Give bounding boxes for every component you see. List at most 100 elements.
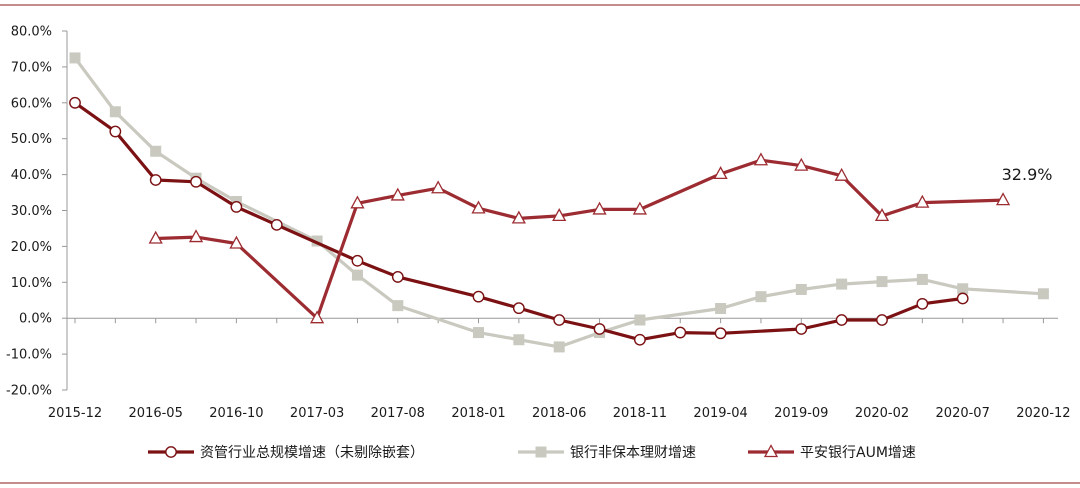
legend-item-2: 平安银行AUM增速 bbox=[748, 444, 916, 461]
data-point bbox=[471, 200, 486, 214]
data-point bbox=[149, 174, 162, 186]
data-point bbox=[916, 273, 928, 285]
x-tick-label: 2020-12 bbox=[1016, 406, 1070, 421]
legend-marker bbox=[165, 446, 177, 458]
data-point bbox=[553, 341, 565, 353]
legend-item-0: 资管行业总规模增速（未剔除嵌套） bbox=[148, 445, 424, 461]
data-point bbox=[956, 292, 969, 305]
axes: -20.0% -10.0% 0.0% 10.0% 20.0% 30.0% 40.0% 50.0… bbox=[6, 25, 1071, 422]
data-point bbox=[350, 195, 365, 209]
legend-marker bbox=[535, 446, 547, 458]
x-tick-label: 2018-11 bbox=[613, 406, 667, 421]
data-point bbox=[634, 333, 646, 346]
x-tick-label: 2016-05 bbox=[129, 406, 183, 421]
x-tick-label: 2020-02 bbox=[855, 406, 909, 421]
data-point bbox=[834, 167, 849, 181]
data-point bbox=[795, 283, 807, 295]
series-line bbox=[73, 56, 1045, 349]
y-tick-label: 20.0% bbox=[11, 240, 52, 255]
data-point bbox=[109, 125, 122, 138]
y-tick-label: 80.0% bbox=[11, 25, 52, 40]
data-point bbox=[794, 157, 809, 171]
data-point bbox=[150, 145, 162, 157]
data-point bbox=[311, 235, 323, 247]
x-tick-label: 2017-03 bbox=[290, 406, 344, 421]
x-tick-label: 2015-12 bbox=[48, 406, 102, 421]
data-point bbox=[795, 323, 808, 335]
y-tick-label: 70.0% bbox=[11, 60, 52, 75]
data-point bbox=[553, 314, 566, 326]
data-point bbox=[513, 334, 525, 346]
data-point bbox=[713, 166, 728, 180]
x-tick-label: 2019-09 bbox=[774, 406, 828, 421]
data-point bbox=[632, 201, 647, 215]
data-point bbox=[69, 52, 81, 64]
data-point bbox=[592, 201, 607, 215]
data-point bbox=[351, 269, 363, 281]
data-point bbox=[431, 180, 446, 194]
data-point bbox=[1037, 288, 1049, 300]
data-point bbox=[69, 96, 81, 109]
x-tick-label: 2018-06 bbox=[532, 406, 586, 421]
data-point bbox=[310, 310, 325, 324]
x-tick-label: 2016-10 bbox=[209, 406, 263, 421]
series-0 bbox=[69, 96, 969, 346]
data-point bbox=[188, 229, 204, 243]
y-tick-label: 60.0% bbox=[11, 96, 52, 111]
y-tick-label: 40.0% bbox=[11, 168, 52, 183]
data-point bbox=[593, 323, 606, 335]
data-point bbox=[957, 283, 969, 295]
data-point bbox=[190, 175, 202, 188]
data-point bbox=[351, 254, 364, 267]
x-tick-label: 2020-07 bbox=[936, 406, 990, 421]
data-point bbox=[714, 327, 727, 340]
legend-marker bbox=[763, 444, 779, 458]
legend-label: 平安银行AUM增速 bbox=[800, 445, 916, 461]
data-point bbox=[270, 218, 283, 231]
data-point bbox=[391, 271, 404, 283]
y-tick-label: -10.0% bbox=[6, 348, 52, 363]
data-point bbox=[836, 278, 848, 290]
data-point bbox=[715, 303, 727, 315]
series-1 bbox=[69, 52, 1049, 353]
data-label: 32.9% bbox=[1002, 165, 1053, 184]
series-2 bbox=[148, 152, 1011, 324]
data-point bbox=[390, 187, 405, 201]
data-point bbox=[552, 208, 567, 222]
data-point bbox=[915, 194, 930, 208]
data-point bbox=[876, 314, 888, 326]
y-tick-label: 30.0% bbox=[11, 204, 52, 219]
data-point bbox=[634, 314, 646, 326]
data-point bbox=[511, 210, 526, 224]
data-point bbox=[230, 201, 243, 213]
x-tick-label: 2018-01 bbox=[451, 406, 505, 421]
y-tick-label: 50.0% bbox=[11, 132, 52, 147]
data-point bbox=[109, 106, 121, 118]
series-line bbox=[73, 101, 965, 342]
y-tick-label: 0.0% bbox=[19, 312, 52, 327]
series-layer: 32.9% bbox=[69, 52, 1053, 353]
data-point bbox=[835, 314, 848, 326]
data-point bbox=[148, 230, 163, 244]
data-point bbox=[755, 291, 767, 303]
data-point bbox=[229, 235, 244, 249]
legend-label: 资管行业总规模增速（未剔除嵌套） bbox=[200, 445, 424, 461]
x-tick-label: 2017-08 bbox=[371, 406, 425, 421]
data-point bbox=[874, 208, 890, 222]
data-point bbox=[473, 327, 484, 339]
legend-label: 银行非保本理财增速 bbox=[570, 445, 696, 461]
data-point bbox=[995, 192, 1011, 206]
y-tick-label: 10.0% bbox=[11, 276, 52, 291]
legend-item-1: 银行非保本理财增速 bbox=[518, 445, 696, 461]
series-line bbox=[154, 158, 1005, 320]
y-tick-label: -20.0% bbox=[6, 384, 52, 399]
data-point bbox=[512, 302, 525, 315]
legend: 资管行业总规模增速（未剔除嵌套） 银行非保本理财增速 平安银行AUM增速 bbox=[148, 444, 916, 461]
data-point bbox=[876, 276, 888, 288]
data-point bbox=[674, 326, 687, 339]
x-tick-label: 2019-04 bbox=[693, 406, 747, 421]
data-point bbox=[916, 297, 929, 310]
data-point bbox=[392, 300, 404, 312]
data-point bbox=[472, 290, 485, 303]
